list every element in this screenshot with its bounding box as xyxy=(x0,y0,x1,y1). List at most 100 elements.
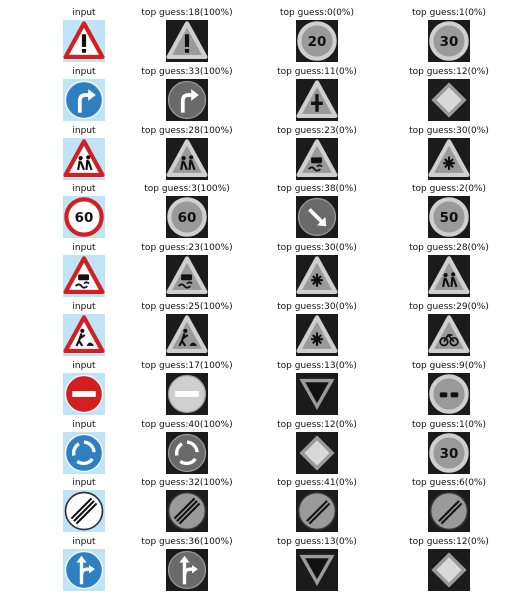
guess-cell: top guess:32(100%) xyxy=(123,478,251,536)
guess-cell: top guess:30(0%) xyxy=(385,126,513,184)
guess-cell: top guess:25(100%) xyxy=(123,302,251,360)
input-cell: input xyxy=(20,243,148,301)
guess-label: top guess:30(0%) xyxy=(409,125,489,136)
input-label: input xyxy=(72,302,96,312)
sign-priority-road-icon xyxy=(428,78,470,121)
guess-cell: top guess:41(0%) xyxy=(253,478,381,536)
guess-cell: top guess:12(0%) xyxy=(253,420,381,478)
guess-cell: top guess:23(0%) xyxy=(253,126,381,184)
guess-label: top guess:9(0%) xyxy=(412,360,486,371)
sign-priority-road-icon xyxy=(296,431,338,474)
sign-keep-right-icon xyxy=(296,196,338,239)
sign-no-passing-icon xyxy=(428,372,470,415)
sign-yield-icon xyxy=(296,549,338,592)
guess-cell: top guess:3(100%) 60 xyxy=(123,184,251,242)
guess-label: top guess:25(100%) xyxy=(141,302,233,312)
sign-end-limits-icon xyxy=(63,490,105,533)
sign-straight-or-right-icon xyxy=(63,549,105,592)
sign-turn-right-ahead-icon xyxy=(166,78,208,121)
guess-label: top guess:30(0%) xyxy=(277,302,357,312)
guess-label: top guess:28(0%) xyxy=(409,243,489,254)
sign-end-limits-icon xyxy=(166,490,208,533)
guess-label: top guess:36(100%) xyxy=(141,537,233,548)
input-label: input xyxy=(72,184,96,195)
guess-cell: top guess:6(0%) xyxy=(385,478,513,536)
sign-warning-children-icon xyxy=(428,255,470,298)
sign-warning-children-icon xyxy=(166,137,208,180)
guess-cell: top guess:2(0%) 50 xyxy=(385,184,513,242)
input-label: input xyxy=(72,537,96,548)
guess-cell: top guess:9(0%) xyxy=(385,361,513,419)
sign-no-entry-icon xyxy=(166,372,208,415)
guess-label: top guess:29(0%) xyxy=(409,302,489,312)
svg-text:30: 30 xyxy=(440,446,459,461)
guess-label: top guess:18(100%) xyxy=(141,8,233,18)
guess-cell: top guess:33(100%) xyxy=(123,67,251,125)
guess-label: top guess:12(0%) xyxy=(409,537,489,548)
sign-roundabout-icon xyxy=(63,431,105,474)
sign-warning-exclamation-icon xyxy=(166,20,208,62)
sign-warning-slippery-icon xyxy=(166,255,208,298)
guess-cell: top guess:23(100%) xyxy=(123,243,251,301)
guess-cell: top guess:18(100%) xyxy=(123,8,251,66)
svg-text:50: 50 xyxy=(440,211,459,226)
input-cell: input xyxy=(20,67,148,125)
guess-label: top guess:23(100%) xyxy=(141,243,233,254)
sign-priority-road-icon xyxy=(428,549,470,592)
guess-cell: top guess:12(0%) xyxy=(385,537,513,595)
svg-text:20: 20 xyxy=(308,35,327,50)
sign-warning-slippery-icon xyxy=(63,255,105,298)
sign-roundabout-icon xyxy=(166,431,208,474)
input-label: input xyxy=(72,125,96,136)
sign-speed-60-icon: 60 xyxy=(63,196,105,239)
svg-text:60: 60 xyxy=(75,211,94,226)
guess-label: top guess:33(100%) xyxy=(141,66,233,77)
guess-cell: top guess:38(0%) xyxy=(253,184,381,242)
guess-cell: top guess:30(0%) xyxy=(253,302,381,360)
guess-label: top guess:1(0%) xyxy=(412,419,486,430)
guess-label: top guess:13(0%) xyxy=(277,360,357,371)
guess-cell: top guess:36(100%) xyxy=(123,537,251,595)
guess-label: top guess:0(0%) xyxy=(280,8,354,18)
sign-speed-50-icon: 50 xyxy=(428,196,470,239)
guess-cell: top guess:30(0%) xyxy=(253,243,381,301)
input-label: input xyxy=(72,419,96,430)
sign-warning-intersection-icon xyxy=(296,78,338,121)
guess-label: top guess:13(0%) xyxy=(277,537,357,548)
guess-label: top guess:30(0%) xyxy=(277,243,357,254)
input-label: input xyxy=(72,8,96,18)
guess-cell: top guess:28(0%) xyxy=(385,243,513,301)
input-label: input xyxy=(72,66,96,77)
sign-warning-snow-icon xyxy=(428,137,470,180)
input-cell: input xyxy=(20,537,148,595)
guess-label: top guess:12(0%) xyxy=(277,419,357,430)
guess-cell: top guess:13(0%) xyxy=(253,361,381,419)
guess-label: top guess:23(0%) xyxy=(277,125,357,136)
input-cell: input xyxy=(20,478,148,536)
sign-speed-30-icon: 30 xyxy=(428,20,470,62)
guess-label: top guess:2(0%) xyxy=(412,184,486,195)
guess-cell: top guess:1(0%) 30 xyxy=(385,420,513,478)
guess-label: top guess:28(100%) xyxy=(141,125,233,136)
guess-cell: top guess:29(0%) xyxy=(385,302,513,360)
svg-text:60: 60 xyxy=(178,211,197,226)
sign-end-speed-80-icon xyxy=(428,490,470,533)
sign-warning-slippery-icon xyxy=(296,137,338,180)
guess-label: top guess:11(0%) xyxy=(277,66,357,77)
sign-speed-60-icon: 60 xyxy=(166,196,208,239)
guess-label: top guess:6(0%) xyxy=(412,478,486,489)
guess-cell: top guess:28(100%) xyxy=(123,126,251,184)
svg-text:30: 30 xyxy=(440,35,459,50)
input-cell: input 60 xyxy=(20,184,148,242)
guess-cell: top guess:0(0%) 20 xyxy=(253,8,381,66)
guess-cell: top guess:17(100%) xyxy=(123,361,251,419)
guess-label: top guess:38(0%) xyxy=(277,184,357,195)
guess-label: top guess:17(100%) xyxy=(141,360,233,371)
sign-yield-icon xyxy=(296,372,338,415)
guess-cell: top guess:40(100%) xyxy=(123,420,251,478)
sign-speed-20-icon: 20 xyxy=(296,20,338,62)
input-cell: input xyxy=(20,302,148,360)
sign-warning-children-icon xyxy=(63,137,105,180)
guess-cell: top guess:12(0%) xyxy=(385,67,513,125)
